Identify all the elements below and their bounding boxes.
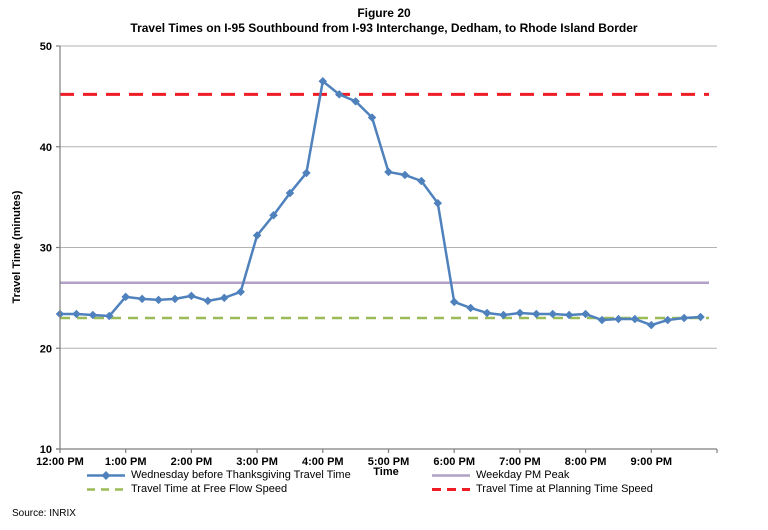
svg-text:9:00 PM: 9:00 PM [631,456,673,468]
svg-text:10: 10 [40,444,52,456]
svg-text:6:00 PM: 6:00 PM [433,456,475,468]
legend-label-planning-time: Travel Time at Planning Time Speed [476,483,653,495]
series-markers [55,76,705,330]
axes [56,45,718,453]
svg-text:12:00 PM: 12:00 PM [36,456,84,468]
chart-subtitle: Travel Times on I-95 Southbound from I-9… [130,21,638,35]
y-tick-labels: 10 20 30 40 50 [40,41,52,456]
chart-title: Figure 20 [357,6,411,20]
svg-text:7:00 PM: 7:00 PM [499,456,541,468]
svg-text:30: 30 [40,243,52,255]
legend-label-weekday-pm-peak: Weekday PM Peak [476,469,570,481]
svg-text:50: 50 [40,41,52,53]
svg-text:20: 20 [40,343,52,355]
legend-item-wednesday-travel-time: Wednesday before Thanksgiving Travel Tim… [85,469,351,482]
svg-text:2:00 PM: 2:00 PM [171,456,213,468]
legend-marker-green-dashed-line-icon [87,488,125,491]
svg-text:8:00 PM: 8:00 PM [565,456,607,468]
source-note: Source: INRIX [12,508,76,519]
svg-text:4:00 PM: 4:00 PM [302,456,344,468]
legend-item-planning-time: Travel Time at Planning Time Speed [430,483,653,496]
gridlines [60,45,717,349]
legend-label-free-flow: Travel Time at Free Flow Speed [131,483,288,495]
y-axis-title: Travel Time (minutes) [11,190,23,304]
svg-text:3:00 PM: 3:00 PM [236,456,278,468]
legend-marker-blue-line-diamond-icon [87,471,125,480]
svg-text:1:00 PM: 1:00 PM [105,456,147,468]
series-line-wednesday-travel-time [58,80,702,327]
legend-marker-purple-line-icon [432,474,470,477]
x-tick-labels: 12:00 PM 1:00 PM 2:00 PM 3:00 PM 4:00 PM 5:00… [36,456,672,468]
x-axis-title: Time [373,466,399,478]
svg-text:5:00 PM: 5:00 PM [368,456,410,468]
legend-marker-red-dashed-line-icon [432,488,470,491]
legend-item-free-flow: Travel Time at Free Flow Speed [85,483,287,496]
legend-item-weekday-pm-peak: Weekday PM Peak [430,469,569,482]
legend-label-wednesday-travel-time: Wednesday before Thanksgiving Travel Tim… [131,469,351,481]
svg-text:40: 40 [40,142,52,154]
